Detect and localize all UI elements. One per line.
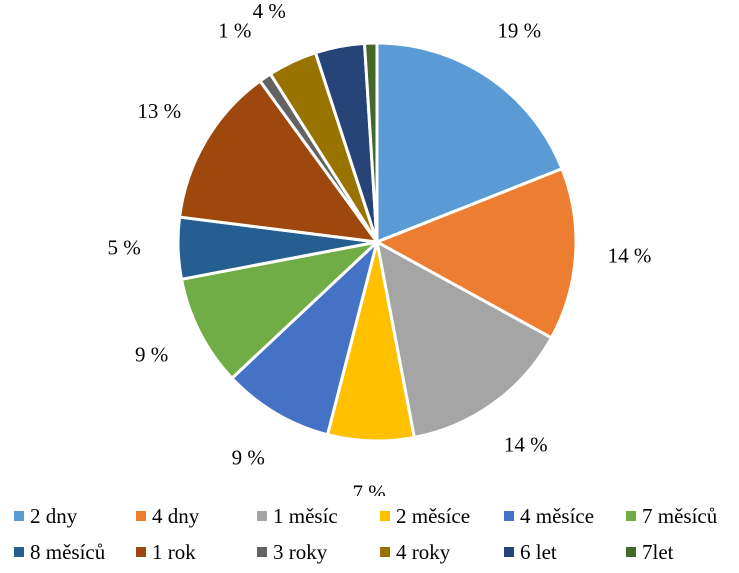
legend-label: 1 rok	[152, 539, 196, 564]
legend-label: 1 měsíc	[273, 503, 338, 528]
pie-chart: 19 %14 %14 %7 %9 %9 %5 %13 %1 %4 %4 %1 %	[107, 0, 652, 496]
pie-slice-3	[375, 240, 553, 439]
slice-data-label-7: 5 %	[107, 236, 140, 260]
legend-label: 4 dny	[152, 503, 200, 528]
slice-data-label-9: 1 %	[218, 19, 251, 43]
legend-label: 4 roky	[396, 539, 451, 564]
slice-data-label-10: 4 %	[253, 0, 286, 23]
slice-data-label-6: 9 %	[135, 343, 168, 367]
legend-swatch	[257, 511, 267, 521]
legend-swatch	[626, 547, 636, 557]
pie-slice-12	[363, 41, 379, 244]
pie-slice-2	[375, 167, 578, 340]
legend-swatch	[257, 547, 267, 557]
slice-data-label-2: 14 %	[608, 244, 652, 268]
legend-label: 7 měsíců	[642, 503, 718, 528]
legend-label: 4 měsíce	[520, 503, 595, 528]
legend-item-4: 2 měsíce	[380, 499, 470, 533]
pie-slice-5	[230, 240, 379, 437]
legend-item-7: 8 měsíců	[14, 535, 105, 569]
legend-swatch	[14, 547, 24, 557]
slice-data-label-3: 14 %	[504, 433, 548, 457]
slice-data-label-4: 7 %	[352, 481, 385, 496]
legend-swatch	[626, 511, 636, 521]
legend-swatch	[380, 511, 390, 521]
slice-data-label-5: 9 %	[232, 446, 265, 470]
legend-label: 8 měsíců	[30, 539, 106, 564]
slice-data-label-8: 13 %	[137, 99, 181, 123]
legend-swatch	[504, 547, 514, 557]
pie-slice-1	[375, 41, 564, 244]
slice-data-label-11: 4 %	[313, 0, 346, 3]
legend-swatch	[14, 511, 24, 521]
legend-label: 2 dny	[30, 503, 78, 528]
legend-swatch	[380, 547, 390, 557]
pie-slice-6	[180, 240, 379, 380]
legend-swatch	[136, 511, 146, 521]
legend-item-3: 1 měsíc	[257, 499, 338, 533]
legend-swatch	[504, 511, 514, 521]
legend-item-8: 1 rok	[136, 535, 196, 569]
legend-item-9: 3 roky	[257, 535, 327, 569]
legend-swatch	[136, 547, 146, 557]
legend-item-1: 2 dny	[14, 499, 77, 533]
legend-item-5: 4 měsíce	[504, 499, 594, 533]
legend-item-12: 7let	[626, 535, 674, 569]
slice-data-label-1: 19 %	[497, 19, 541, 43]
legend-label: 3 roky	[273, 539, 328, 564]
chart-legend: 2 dny 4 dny 1 měsíc 2 měsíce 4 měsíce 7 měsíc…	[0, 496, 739, 573]
legend-item-6: 7 měsíců	[626, 499, 717, 533]
legend-item-11: 6 let	[504, 535, 557, 569]
legend-item-10: 4 roky	[380, 535, 450, 569]
legend-label: 2 měsíce	[396, 503, 471, 528]
legend-label: 6 let	[520, 539, 557, 564]
legend-item-2: 4 dny	[136, 499, 199, 533]
pie-slice-8	[178, 79, 379, 244]
legend-label: 7let	[642, 539, 674, 564]
